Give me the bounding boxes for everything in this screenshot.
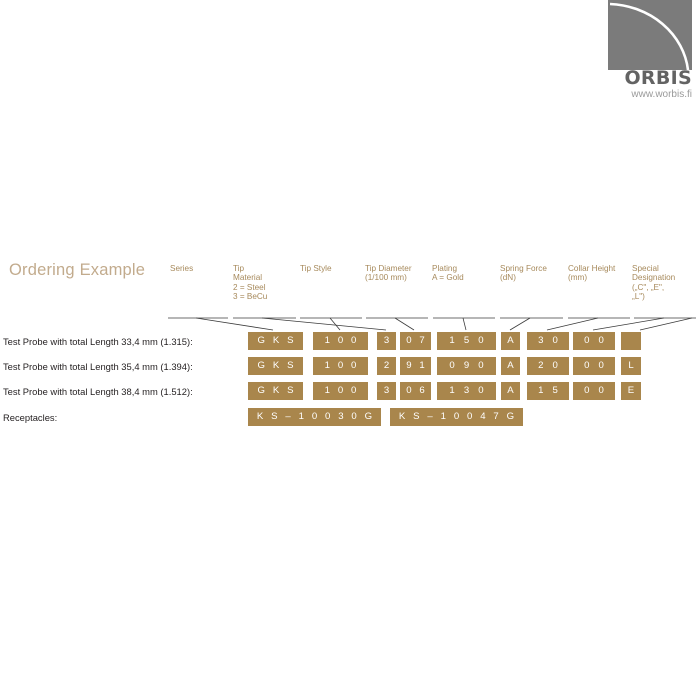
column-header-tip-style: Tip Style	[300, 264, 332, 273]
code-box-series: G K S	[248, 382, 303, 400]
column-header-spring-force: Spring Force (dN)	[500, 264, 547, 283]
orbis-arc-mark	[608, 0, 692, 70]
page-title: Ordering Example	[9, 261, 146, 279]
code-box-tip-material: 1 0 0	[313, 382, 368, 400]
code-box-plating-letter: A	[501, 332, 520, 350]
code-box-collar-height: 0 0	[573, 357, 615, 375]
code-box-spring-force: 1 5	[527, 382, 569, 400]
column-header-collar-height: Collar Height (mm)	[568, 264, 616, 283]
code-box-plating: 0 9 0	[437, 357, 496, 375]
column-header-plating: Plating A = Gold	[432, 264, 464, 283]
code-box-special-designation: L	[621, 357, 641, 375]
orbis-website-url: www.worbis.fi	[631, 89, 692, 100]
orbis-logo: ORBIS www.worbis.fi	[608, 0, 692, 104]
code-box-series: G K S	[248, 332, 303, 350]
code-box-plating: 1 5 0	[437, 332, 496, 350]
column-header-series: Series	[170, 264, 194, 273]
leader-lines	[0, 250, 700, 350]
row-label-receptacles: Receptacles:	[3, 412, 58, 423]
row-label-test-probe-35-4: Test Probe with total Length 35,4 mm (1.…	[3, 361, 193, 372]
code-box-collar-height: 0 0	[573, 382, 615, 400]
column-header-special-designation: Special Designation („C", „E", „L")	[632, 264, 676, 302]
column-header-tip-material: Tip Material 2 = Steel 3 = BeCu	[233, 264, 268, 302]
code-box-series: G K S	[248, 357, 303, 375]
code-box-tip-style: 2	[377, 357, 396, 375]
code-box-plating: 1 3 0	[437, 382, 496, 400]
row-label-test-probe-33-4: Test Probe with total Length 33,4 mm (1.…	[3, 336, 193, 347]
orbis-wordmark: ORBIS	[624, 67, 692, 89]
row-label-test-probe-38-4: Test Probe with total Length 38,4 mm (1.…	[3, 386, 193, 397]
code-box-tip-style: 3	[377, 382, 396, 400]
code-box-special-designation	[621, 332, 641, 350]
code-box-tip-diameter: 0 7	[400, 332, 431, 350]
code-box-spring-force: 2 0	[527, 357, 569, 375]
code-box-tip-diameter: 9 1	[400, 357, 431, 375]
code-box-tip-diameter: 0 6	[400, 382, 431, 400]
code-box-tip-style: 3	[377, 332, 396, 350]
code-box-collar-height: 0 0	[573, 332, 615, 350]
code-box-plating-letter: A	[501, 382, 520, 400]
code-box-spring-force: 3 0	[527, 332, 569, 350]
column-header-tip-diameter: Tip Diameter (1/100 mm)	[365, 264, 412, 283]
code-box-tip-material: 1 0 0	[313, 357, 368, 375]
code-box-plating-letter: A	[501, 357, 520, 375]
code-box-receptacle-2: K S – 1 0 0 4 7 G	[390, 408, 523, 426]
code-box-receptacle-1: K S – 1 0 0 3 0 G	[248, 408, 381, 426]
code-box-special-designation: E	[621, 382, 641, 400]
code-box-tip-material: 1 0 0	[313, 332, 368, 350]
